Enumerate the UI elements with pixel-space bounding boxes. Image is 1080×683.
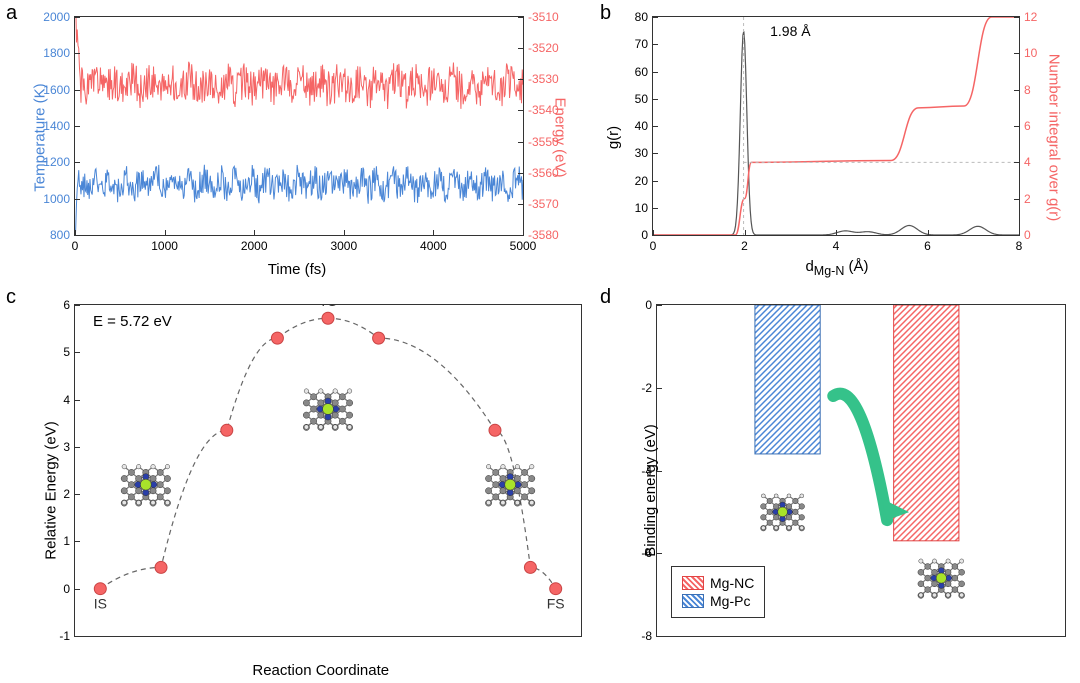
legend-d: Mg-NC Mg-Pc: [671, 566, 765, 618]
svg-text:IS: IS: [94, 596, 107, 612]
svg-text:FS: FS: [547, 596, 565, 612]
svg-text:TS: TS: [319, 305, 337, 309]
ylabel-a-left: Temperature (K): [32, 83, 49, 191]
legend-row-mgnc: Mg-NC: [682, 575, 754, 591]
peak-label: 1.98 Å: [770, 23, 810, 39]
plot-b-svg: [653, 17, 1019, 235]
panel-label-b: b: [600, 2, 611, 25]
panel-label-d: d: [600, 286, 611, 309]
panel-label-c: c: [6, 286, 16, 309]
legend-label-mgnc: Mg-NC: [710, 575, 754, 591]
panel-c: c ISTSFS E = 5.72 eV -10123456 Relative …: [0, 280, 594, 683]
plot-b-frame: 1.98 Å 0246801020304050607080024681012: [652, 16, 1020, 236]
panel-d: d Mg-NC Mg-Pc -8-6-: [594, 280, 1080, 683]
xlabel-c: Reaction Coordinate: [252, 662, 389, 679]
ylabel-d: Binding energy (eV): [642, 424, 659, 557]
legend-row-mgpc: Mg-Pc: [682, 593, 754, 609]
barrier-annotation: E = 5.72 eV: [93, 313, 172, 330]
plot-c-frame: ISTSFS E = 5.72 eV -10123456: [74, 304, 582, 637]
ylabel-c: Relative Energy (eV): [43, 421, 60, 559]
ylabel-b-right: Number integral over g(r): [1046, 54, 1063, 222]
plot-a-frame: 0100020003000400050008001000120014001600…: [74, 16, 524, 236]
swatch-mgpc: [682, 594, 704, 608]
panel-label-a: a: [6, 2, 17, 25]
xlabel-b: dMg-N (Å): [805, 258, 868, 278]
plot-a-svg: [75, 17, 523, 235]
ylabel-b-left: g(r): [605, 126, 622, 149]
legend-label-mgpc: Mg-Pc: [710, 593, 750, 609]
swatch-mgnc: [682, 576, 704, 590]
panel-b: b 1.98 Å 0246801020304050607080024681012…: [594, 0, 1080, 280]
ylabel-a-right: Energy (eV): [551, 97, 568, 177]
plot-c-svg: IS TS FS: [75, 305, 581, 636]
xlabel-a: Time (fs): [268, 261, 327, 278]
plot-d-frame: Mg-NC Mg-Pc -8-6-4-20: [656, 304, 1066, 637]
panel-a: a 01000200030004000500080010001200140016…: [0, 0, 594, 280]
